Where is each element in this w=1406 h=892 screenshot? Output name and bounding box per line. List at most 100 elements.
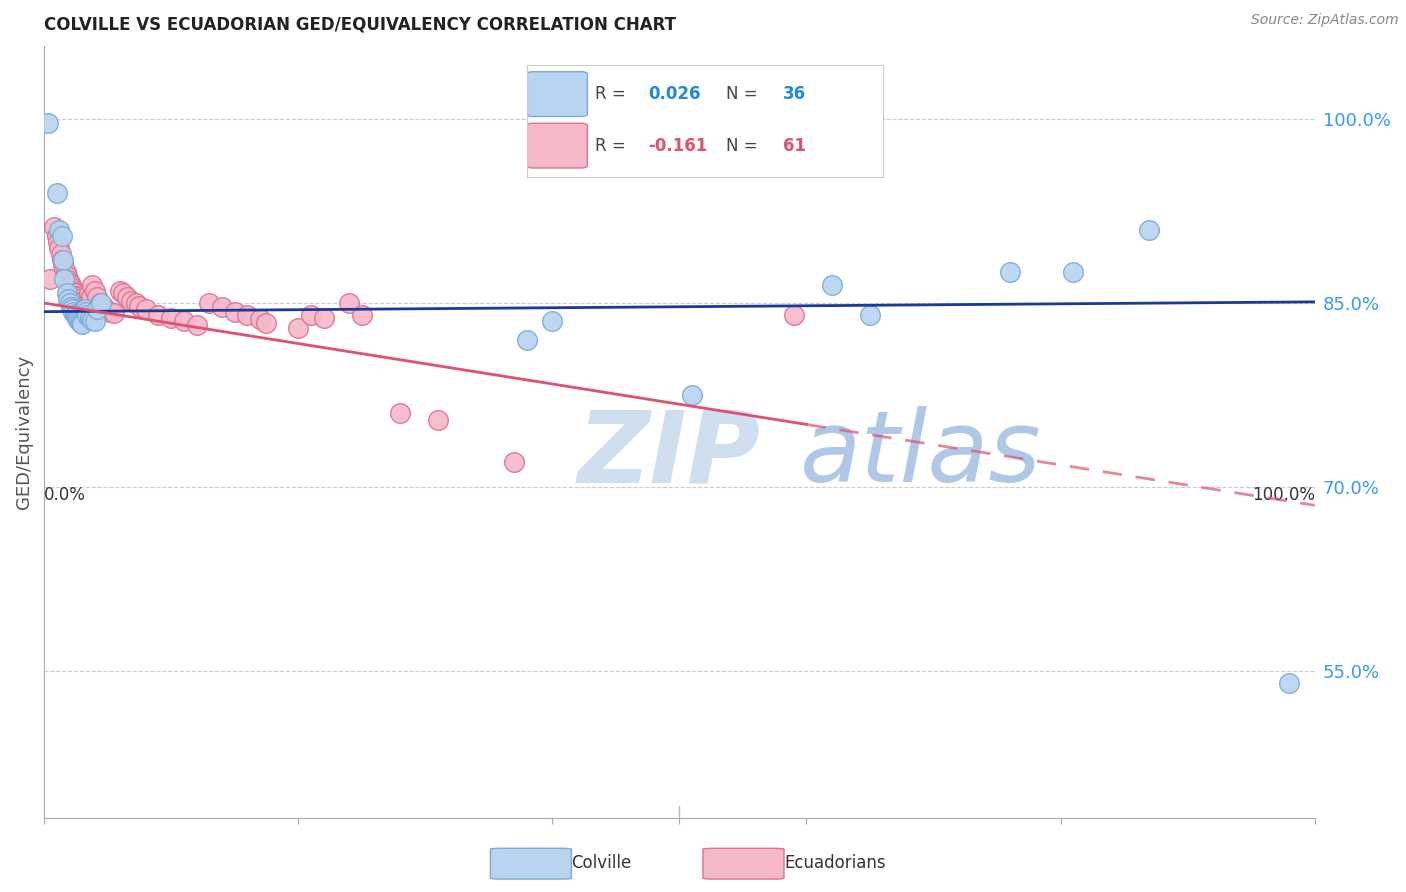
Point xyxy=(44,220,66,235)
Point xyxy=(120,293,142,308)
Point xyxy=(224,304,246,318)
Point xyxy=(45,228,67,243)
Point xyxy=(59,300,82,314)
Text: atlas: atlas xyxy=(800,407,1042,503)
Point xyxy=(350,309,373,323)
Point xyxy=(58,273,80,287)
Point xyxy=(186,318,208,333)
Point xyxy=(110,284,132,298)
Point xyxy=(84,284,107,298)
Point xyxy=(128,299,150,313)
Text: 0.0%: 0.0% xyxy=(44,486,86,504)
Point xyxy=(79,310,101,325)
Point xyxy=(59,277,82,292)
Point xyxy=(94,302,117,317)
Point xyxy=(46,235,69,249)
Point xyxy=(211,300,233,314)
Point xyxy=(859,309,882,323)
Point xyxy=(98,304,121,318)
Point xyxy=(89,296,111,310)
Point xyxy=(681,388,703,402)
FancyBboxPatch shape xyxy=(703,848,785,880)
Text: 100.0%: 100.0% xyxy=(1251,486,1315,504)
Point xyxy=(124,296,146,310)
Point xyxy=(84,314,107,328)
Point xyxy=(56,269,79,284)
Point xyxy=(58,277,80,291)
Text: Ecuadorians: Ecuadorians xyxy=(785,854,886,871)
Text: COLVILLE VS ECUADORIAN GED/EQUIVALENCY CORRELATION CHART: COLVILLE VS ECUADORIAN GED/EQUIVALENCY C… xyxy=(44,15,676,33)
Point xyxy=(58,296,80,310)
Text: Colville: Colville xyxy=(571,854,631,871)
Point xyxy=(53,271,76,285)
Point xyxy=(62,284,84,298)
Point xyxy=(52,253,75,268)
Point xyxy=(148,309,170,323)
Point xyxy=(998,265,1021,279)
Point xyxy=(541,314,564,328)
Point xyxy=(55,265,77,279)
Point xyxy=(77,286,100,301)
Point xyxy=(39,271,62,285)
Point xyxy=(388,406,411,420)
Point xyxy=(73,302,96,317)
Point xyxy=(58,293,80,307)
Point xyxy=(63,286,86,301)
Point xyxy=(53,261,76,276)
Point xyxy=(236,309,259,323)
Y-axis label: GED/Equivalency: GED/Equivalency xyxy=(15,355,32,508)
Point xyxy=(783,309,806,323)
Point xyxy=(111,286,134,301)
Text: ZIP: ZIP xyxy=(578,407,761,503)
Point xyxy=(70,296,93,310)
Point xyxy=(160,310,183,325)
Point xyxy=(48,222,70,236)
Point xyxy=(115,290,138,304)
Point xyxy=(82,313,104,327)
Point xyxy=(427,412,450,426)
Point xyxy=(90,296,112,310)
Point xyxy=(67,293,90,307)
Point xyxy=(65,289,87,303)
Point xyxy=(45,186,67,200)
Point xyxy=(69,294,91,309)
Point xyxy=(70,299,93,313)
Point xyxy=(49,247,72,261)
Point xyxy=(62,304,84,318)
Point xyxy=(65,309,87,323)
Point xyxy=(173,314,195,328)
Point xyxy=(75,302,97,317)
Point xyxy=(299,309,322,323)
Point xyxy=(60,302,83,317)
Point xyxy=(80,290,103,304)
Point xyxy=(821,277,844,292)
Point xyxy=(1062,265,1084,279)
Point xyxy=(37,116,59,130)
Point xyxy=(69,314,91,328)
Point xyxy=(70,316,93,330)
Point xyxy=(75,304,97,318)
Point xyxy=(91,299,114,313)
Text: Source: ZipAtlas.com: Source: ZipAtlas.com xyxy=(1251,13,1399,28)
Point xyxy=(1278,676,1301,690)
Point xyxy=(337,296,360,310)
Point xyxy=(66,290,89,304)
Point xyxy=(287,320,309,334)
Point xyxy=(103,306,125,320)
Point xyxy=(82,277,104,292)
Point xyxy=(198,296,221,310)
Point xyxy=(86,290,108,304)
Point xyxy=(256,316,278,330)
Point xyxy=(52,257,75,271)
Point xyxy=(51,253,73,268)
Point xyxy=(135,302,157,317)
Point xyxy=(70,317,93,331)
Point xyxy=(312,310,335,325)
Point xyxy=(86,302,108,317)
Point xyxy=(516,333,538,347)
Point xyxy=(66,310,89,325)
Point xyxy=(56,286,79,301)
Point xyxy=(73,301,96,315)
Point xyxy=(249,312,271,326)
Point xyxy=(76,309,98,323)
